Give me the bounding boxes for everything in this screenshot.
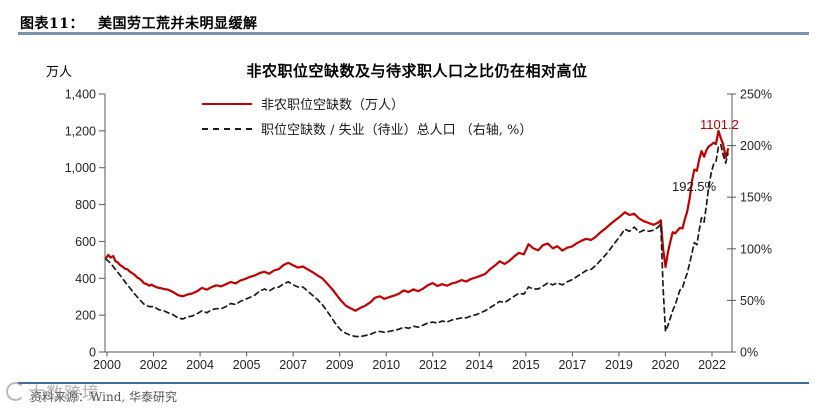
svg-text:800: 800 (75, 198, 96, 212)
annotation-ratio-last-value: 192.5% (672, 179, 717, 194)
legend-label-openings: 非农职位空缺数（万人） (261, 98, 405, 113)
svg-text:200%: 200% (740, 139, 772, 153)
svg-text:200: 200 (75, 309, 96, 323)
svg-text:2002: 2002 (140, 358, 168, 372)
legend-item-ratio: 职位空缺数 / 失业（待业）总人口 （右轴, %） (202, 116, 532, 141)
legend-swatch-red-solid-line (202, 102, 252, 105)
svg-text:2009: 2009 (326, 358, 354, 372)
legend-swatch-black-dashed-line (202, 127, 252, 130)
svg-text:1,000: 1,000 (65, 161, 96, 175)
svg-text:150%: 150% (740, 191, 772, 205)
left-axis-unit-label: 万人 (46, 65, 73, 80)
svg-text:1,400: 1,400 (65, 88, 96, 102)
svg-text:2020: 2020 (652, 358, 680, 372)
svg-text:100%: 100% (740, 242, 772, 256)
legend-label-ratio: 职位空缺数 / 失业（待业）总人口 （右轴, %） (261, 123, 533, 138)
svg-text:2014: 2014 (465, 358, 493, 372)
figure-label: 图表11： (20, 16, 84, 32)
series-line-job-openings (104, 129, 730, 312)
header-divider-rule (18, 32, 809, 35)
svg-text:2022: 2022 (698, 358, 726, 372)
svg-text:250%: 250% (740, 88, 772, 102)
chart-title: 非农职位空缺数及与待求职人口之比仍在相对高位 (246, 62, 588, 80)
svg-text:600: 600 (75, 235, 96, 249)
svg-text:1,200: 1,200 (65, 124, 96, 138)
axes (99, 93, 736, 357)
annotation-openings-last-value: 1101.2 (700, 117, 739, 132)
source-text: 资料来源：Wind, 华泰研究 (30, 390, 178, 404)
figure-title: 美国劳工荒并未明显缓解 (97, 16, 258, 32)
svg-text:50%: 50% (740, 294, 765, 308)
svg-text:0: 0 (89, 346, 96, 360)
svg-text:0%: 0% (740, 346, 758, 360)
chart-legend: 非农职位空缺数（万人） 职位空缺数 / 失业（待业）总人口 （右轴, %） (202, 91, 532, 141)
svg-text:2000: 2000 (93, 358, 121, 372)
footer-divider-rule (18, 382, 809, 384)
legend-item-openings: 非农职位空缺数（万人） (202, 91, 532, 116)
axis-labels: 1,4001,2001,0008006004002000250%200%150%… (65, 88, 772, 373)
svg-text:2019: 2019 (605, 358, 633, 372)
figure-header: 图表11： 美国劳工荒并未明显缓解 (20, 13, 257, 33)
svg-text:2010: 2010 (372, 358, 400, 372)
svg-text:2015: 2015 (512, 358, 540, 372)
svg-text:2012: 2012 (419, 358, 447, 372)
svg-text:2005: 2005 (233, 358, 261, 372)
series-line-openings-unemployed-ratio (105, 143, 729, 338)
svg-text:2007: 2007 (279, 358, 307, 372)
svg-text:2004: 2004 (186, 358, 214, 372)
svg-text:400: 400 (75, 272, 96, 286)
svg-text:2017: 2017 (558, 358, 586, 372)
